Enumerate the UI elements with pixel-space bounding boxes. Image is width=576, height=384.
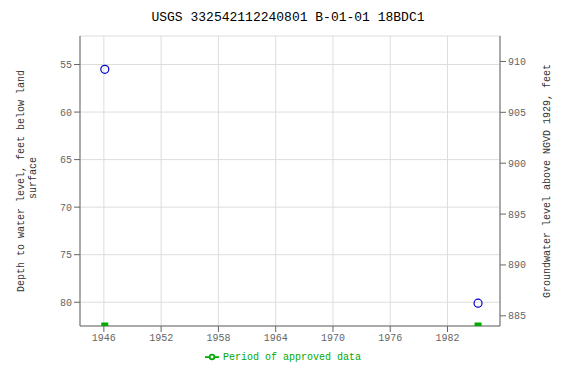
- svg-text:1976: 1976: [378, 333, 402, 344]
- svg-text:910: 910: [508, 57, 526, 68]
- svg-text:55: 55: [60, 60, 72, 71]
- svg-text:895: 895: [508, 210, 526, 221]
- svg-text:1982: 1982: [435, 333, 459, 344]
- svg-text:Groundwater level above NGVD 1: Groundwater level above NGVD 1929, feet: [542, 64, 553, 298]
- svg-text:65: 65: [60, 155, 72, 166]
- svg-text:80: 80: [60, 298, 72, 309]
- svg-text:905: 905: [508, 108, 526, 119]
- svg-text:Depth to water level, feet bel: Depth to water level, feet below land su…: [16, 70, 39, 292]
- svg-text:70: 70: [60, 203, 72, 214]
- html-text:Period of approved data: Period of approved data: [223, 351, 361, 363]
- svg-text:75: 75: [60, 250, 72, 261]
- svg-text:1958: 1958: [206, 333, 230, 344]
- svg-text:1964: 1964: [264, 333, 288, 344]
- svg-text:1946: 1946: [92, 333, 116, 344]
- svg-text:1970: 1970: [321, 333, 345, 344]
- svg-text:890: 890: [508, 260, 526, 271]
- svg-text:885: 885: [508, 311, 526, 322]
- svg-text:1952: 1952: [149, 333, 173, 344]
- html-text:USGS 332542112240801 B-01-01 1: USGS 332542112240801 B-01-01 18BDC1: [151, 10, 425, 25]
- svg-text:900: 900: [508, 159, 526, 170]
- svg-text:60: 60: [60, 108, 72, 119]
